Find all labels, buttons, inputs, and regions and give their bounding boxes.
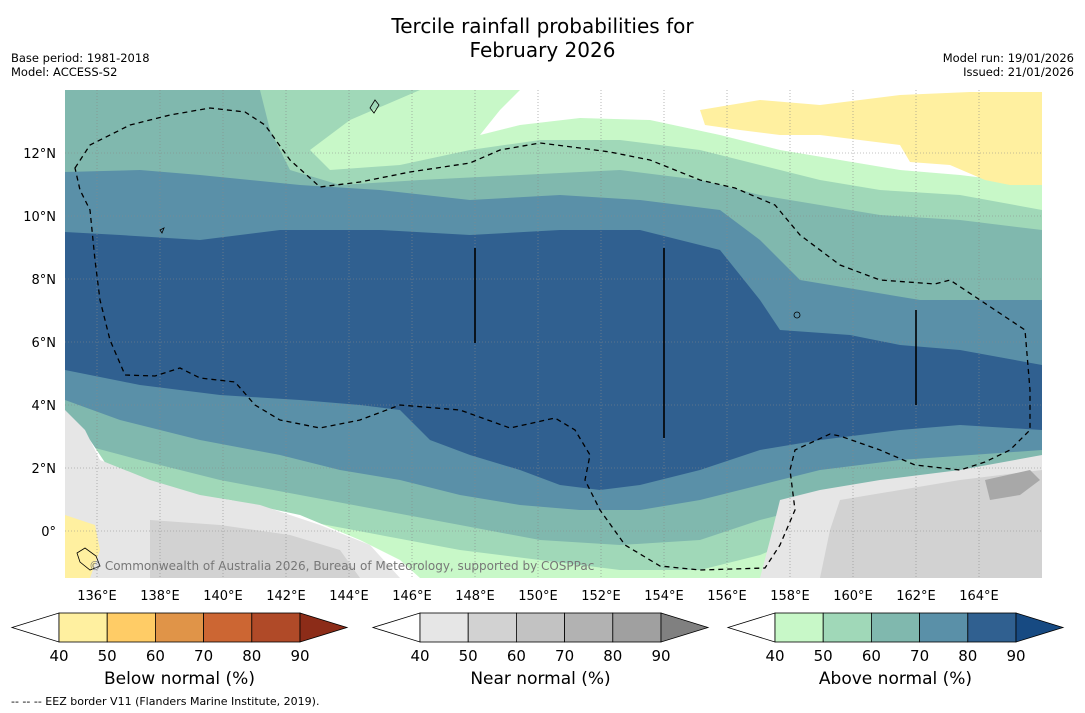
colorbar-title: Below normal (%) [104, 669, 255, 689]
lon-label: 142°E [266, 589, 306, 604]
colorbar-below-normal: 40 50 60 70 80 90 Below normal (%) [10, 612, 349, 689]
lat-label: 10°N [23, 210, 56, 225]
colorbar-above-normal: 40 50 60 70 80 90 Above normal (%) [726, 612, 1065, 689]
colorbar-extend-high [660, 612, 710, 643]
lat-label: 6°N [32, 336, 57, 351]
colorbar-segment [419, 612, 469, 643]
map-title: Tercile rainfall probabilities for Febru… [0, 14, 1085, 62]
islands [76, 99, 801, 571]
lat-labels: 12°N 10°N 8°N 6°N 4°N 2°N 0° [23, 147, 56, 540]
colorbar-near-normal: 40 50 60 70 80 90 Near normal (%) [371, 612, 710, 689]
island-icon [159, 227, 165, 234]
issued-date: Issued: 21/01/2026 [963, 65, 1074, 79]
colorbar-segment [822, 612, 872, 643]
lon-label: 162°E [896, 589, 936, 604]
colorbar-tick-label: 60 [862, 647, 881, 665]
rainfall-field [65, 90, 1042, 578]
colorbar-tick-label: 40 [410, 647, 429, 665]
lon-label: 136°E [77, 589, 117, 604]
model-run: Model run: 19/01/2026 [942, 51, 1074, 65]
title-line-2: February 2026 [469, 38, 616, 62]
island-icon [369, 99, 380, 114]
eez-border [74, 107, 1031, 571]
model-name: Model: ACCESS-S2 [11, 65, 118, 79]
colorbar-tick-label: 90 [651, 647, 670, 665]
colorbar-title: Above normal (%) [819, 669, 972, 689]
colorbar-extend-high [299, 612, 349, 643]
lon-labels: 136°E 138°E 140°E 142°E 144°E 146°E 148°… [77, 589, 999, 604]
copyright-text: © Commonwealth of Australia 2026, Bureau… [89, 559, 594, 573]
lon-label: 152°E [581, 589, 621, 604]
coast-lines [474, 248, 917, 438]
colorbar-segment [919, 612, 969, 643]
colorbar-tick-label: 40 [49, 647, 68, 665]
colorbar-tick-label: 50 [98, 647, 117, 665]
meta-left: Base period: 1981-2018 Model: ACCESS-S2 [11, 51, 150, 79]
colorbar-title: Near normal (%) [470, 669, 610, 689]
title-line-1: Tercile rainfall probabilities for [391, 14, 694, 38]
colorbar-tick-label: 70 [555, 647, 574, 665]
colorbar-tick-label: 90 [290, 647, 309, 665]
lat-label: 0° [41, 525, 56, 540]
lon-label: 156°E [707, 589, 747, 604]
colorbar-tick-label: 60 [507, 647, 526, 665]
colorbar-segment [871, 612, 921, 643]
footnote: -- -- -- EEZ border V11 (Flanders Marine… [11, 695, 320, 708]
colorbar-tick-label: 80 [958, 647, 977, 665]
lon-label: 146°E [392, 589, 432, 604]
lon-label: 164°E [959, 589, 999, 604]
colorbar-tick-label: 80 [242, 647, 261, 665]
field-near-50-sw [150, 520, 360, 578]
field-near-60-se [985, 470, 1040, 500]
colorbar-segment [58, 612, 108, 643]
colorbar-segment [967, 612, 1017, 643]
colorbar-segment [106, 612, 156, 643]
island-icon [76, 547, 101, 571]
colorbar-tick-label: 70 [910, 647, 929, 665]
colorbar-extend-low [10, 612, 60, 643]
lat-label: 2°N [32, 462, 57, 477]
colorbar-tick-label: 80 [603, 647, 622, 665]
colorbar-tick-label: 50 [814, 647, 833, 665]
field-below-40-sw [65, 515, 100, 578]
colorbar-extend-low [371, 612, 421, 643]
lon-label: 138°E [140, 589, 180, 604]
colorbar-segment [467, 612, 517, 643]
colorbar-extend-high [1015, 612, 1065, 643]
colorbar-tick-label: 40 [765, 647, 784, 665]
lon-label: 144°E [329, 589, 369, 604]
colorbar-segment [774, 612, 824, 643]
lon-label: 160°E [833, 589, 873, 604]
lat-label: 12°N [23, 147, 56, 162]
lon-label: 154°E [644, 589, 684, 604]
colorbar-segment [612, 612, 662, 643]
colorbar-tick-label: 70 [194, 647, 213, 665]
colorbar-segment [251, 612, 301, 643]
colorbar-tick-label: 50 [459, 647, 478, 665]
lon-label: 158°E [770, 589, 810, 604]
base-period: Base period: 1981-2018 [11, 51, 150, 65]
colorbar-segment [564, 612, 614, 643]
lat-label: 4°N [32, 399, 57, 414]
field-below-40-ne [700, 92, 1042, 185]
field-near-40-sw [65, 410, 400, 578]
island-icon [793, 311, 801, 319]
gridlines [65, 90, 1042, 578]
lat-label: 8°N [32, 273, 57, 288]
colorbar-extend-low [726, 612, 776, 643]
lon-label: 140°E [203, 589, 243, 604]
lon-label: 150°E [518, 589, 558, 604]
lon-label: 148°E [455, 589, 495, 604]
meta-right: Model run: 19/01/2026 Issued: 21/01/2026 [943, 51, 1074, 79]
colorbar-segment [154, 612, 204, 643]
colorbar-segment [516, 612, 566, 643]
colorbar-tick-label: 90 [1006, 647, 1025, 665]
colorbar-segment [203, 612, 253, 643]
field-near-50-se [820, 470, 1042, 578]
colorbar-tick-label: 60 [146, 647, 165, 665]
